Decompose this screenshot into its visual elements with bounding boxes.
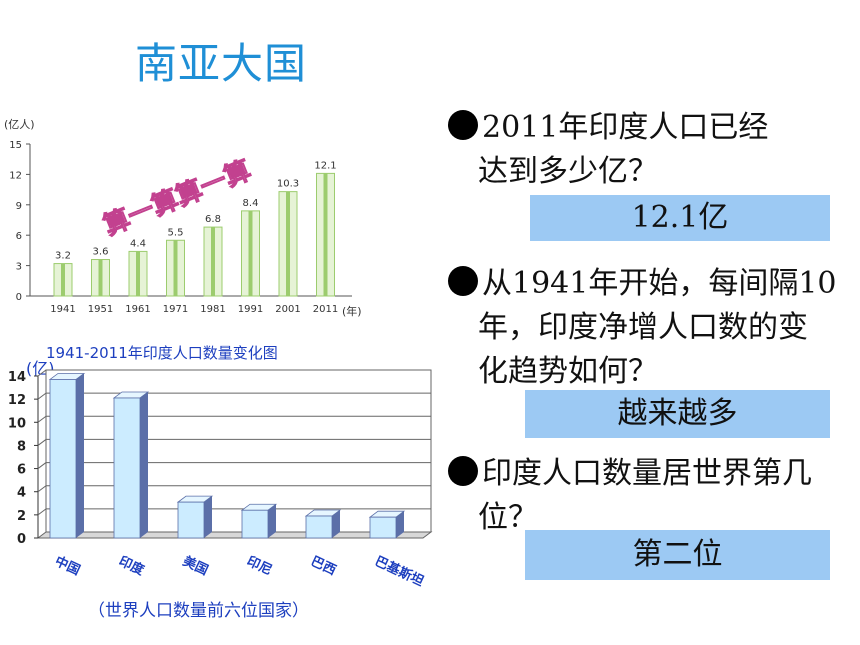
chart2-caption: （世界人口数量前六位国家） xyxy=(88,601,309,621)
chart2-gridline-diag xyxy=(37,415,47,423)
chart2-bar-side xyxy=(332,510,340,538)
bullet-icon xyxy=(448,266,478,296)
chart1-data-label: 10.3 xyxy=(277,179,299,190)
chart2-bar-side xyxy=(396,511,404,538)
chart2-gridline-diag xyxy=(37,392,47,400)
chart1-xlabel: (年) xyxy=(342,304,362,318)
chart2-gridline-diag xyxy=(37,508,47,516)
chart1-category-label: 1941 xyxy=(50,304,75,315)
question-3: 印度人口数量居世界第几 位？ xyxy=(448,452,812,540)
chart1-ytick-label: 15 xyxy=(9,140,22,151)
chart1-ytick-label: 9 xyxy=(16,201,22,212)
question-3-line-2: 位？ xyxy=(478,500,538,535)
chart2-bar-side xyxy=(268,504,276,538)
chart1-bar-stripe xyxy=(323,173,328,296)
chart2-category-label: 美国 xyxy=(180,553,210,578)
chart1-ytick-label: 0 xyxy=(16,292,22,303)
chart1-ytick-label: 3 xyxy=(16,262,22,273)
chart2-bar xyxy=(369,516,397,539)
chart1-data-label: 6.8 xyxy=(205,214,221,225)
answer-3: 第二位 xyxy=(525,530,830,580)
chart1-category-label: 1951 xyxy=(88,304,113,315)
chart2-ytick-label: 12 xyxy=(8,393,26,408)
chart2-ytick-label: 0 xyxy=(17,532,26,547)
chart2-bar xyxy=(49,379,77,539)
chart1-category-label: 1971 xyxy=(163,304,188,315)
chart2-category-label: 巴西 xyxy=(308,554,338,579)
chart2-gridline-diag xyxy=(37,439,47,446)
chart1-bar-stripe xyxy=(286,191,290,296)
chart2-bar-side xyxy=(140,391,148,538)
chart2-bar xyxy=(305,515,333,539)
bullet-icon xyxy=(448,110,478,140)
chart1-category-label: 2001 xyxy=(275,304,300,315)
answer-1: 12.1亿 xyxy=(530,195,830,241)
chart2-bar xyxy=(177,501,205,539)
chart2-ytick-label: 6 xyxy=(17,463,26,478)
chart2-gridline-diag xyxy=(37,462,47,469)
answer-2: 越来越多 xyxy=(525,390,830,438)
chart1-category-label: 1991 xyxy=(238,304,263,315)
chart2-category-label: 印度 xyxy=(116,553,147,579)
page-title: 南亚大国 xyxy=(135,39,308,88)
chart1-ylabel: (亿人) xyxy=(4,118,35,131)
chart1-bar-stripe xyxy=(136,251,140,296)
chart1-bar-stripe xyxy=(98,259,103,296)
question-1: 2011年印度人口已经 达到多少亿？ xyxy=(448,106,768,194)
chart1-data-label: 3.6 xyxy=(93,247,109,258)
chart2-ytick-label: 8 xyxy=(17,439,26,454)
chart2-back-panel xyxy=(45,369,432,533)
question-2: 从1941年开始，每间隔10 年，印度净增人口数的变 化趋势如何？ xyxy=(448,262,837,394)
bullet-icon xyxy=(448,456,478,486)
chart2-bar xyxy=(241,509,269,539)
question-2-line-1: 从1941年开始，每间隔10 xyxy=(482,266,837,301)
chart1-bar-stripe xyxy=(248,210,253,296)
chart2-title: 1941-2011年印度人口数量变化图 xyxy=(46,344,278,362)
chart2-category-label: 中国 xyxy=(52,553,82,578)
question-1-line-1: 2011年印度人口已经 xyxy=(482,110,769,145)
chart2-ytick-label: 10 xyxy=(8,416,26,431)
question-3-line-1: 印度人口数量居世界第几 xyxy=(482,456,812,491)
chart2-bar-side xyxy=(204,496,212,538)
chart1-bar-stripe xyxy=(173,240,178,296)
chart1-data-label: 5.5 xyxy=(168,227,184,238)
chart1-data-label: 8.4 xyxy=(243,198,259,209)
chart1-category-label: 2011 xyxy=(313,304,338,315)
chart2-gridline-diag xyxy=(37,485,47,493)
question-1-line-2: 达到多少亿？ xyxy=(478,154,658,189)
question-2-line-2: 年，印度净增人口数的变 xyxy=(478,310,808,345)
chart2-bar xyxy=(113,397,141,539)
chart1-bar-stripe xyxy=(61,263,65,296)
question-2-line-3: 化趋势如何？ xyxy=(478,354,658,389)
chart2-bar-side xyxy=(76,373,84,538)
chart2-ytick-label: 4 xyxy=(17,486,26,501)
chart2-gridline-diag xyxy=(37,369,47,377)
india-population-chart: 0 3 6 9 12 15 3.2 1941 3.6 1951 4.4 1961 5.5 1971 6.8… xyxy=(4,118,362,318)
chart2-category-label: 印尼 xyxy=(244,554,274,579)
chart1-ytick-label: 12 xyxy=(9,170,22,181)
chart1-ytick-label: 6 xyxy=(16,231,22,242)
chart1-data-label: 12.1 xyxy=(314,160,336,171)
chart1-data-label: 3.2 xyxy=(55,251,71,262)
chart1-data-label: 4.4 xyxy=(130,238,146,249)
chart2-category-label: 巴基斯坦 xyxy=(372,553,426,589)
chart2-ytick-label: 2 xyxy=(17,509,26,524)
chart2-ytick-label: 14 xyxy=(8,370,26,385)
chart1-bar-stripe xyxy=(211,227,215,296)
chart1-category-label: 1961 xyxy=(125,304,150,315)
chart1-category-label: 1981 xyxy=(200,304,225,315)
